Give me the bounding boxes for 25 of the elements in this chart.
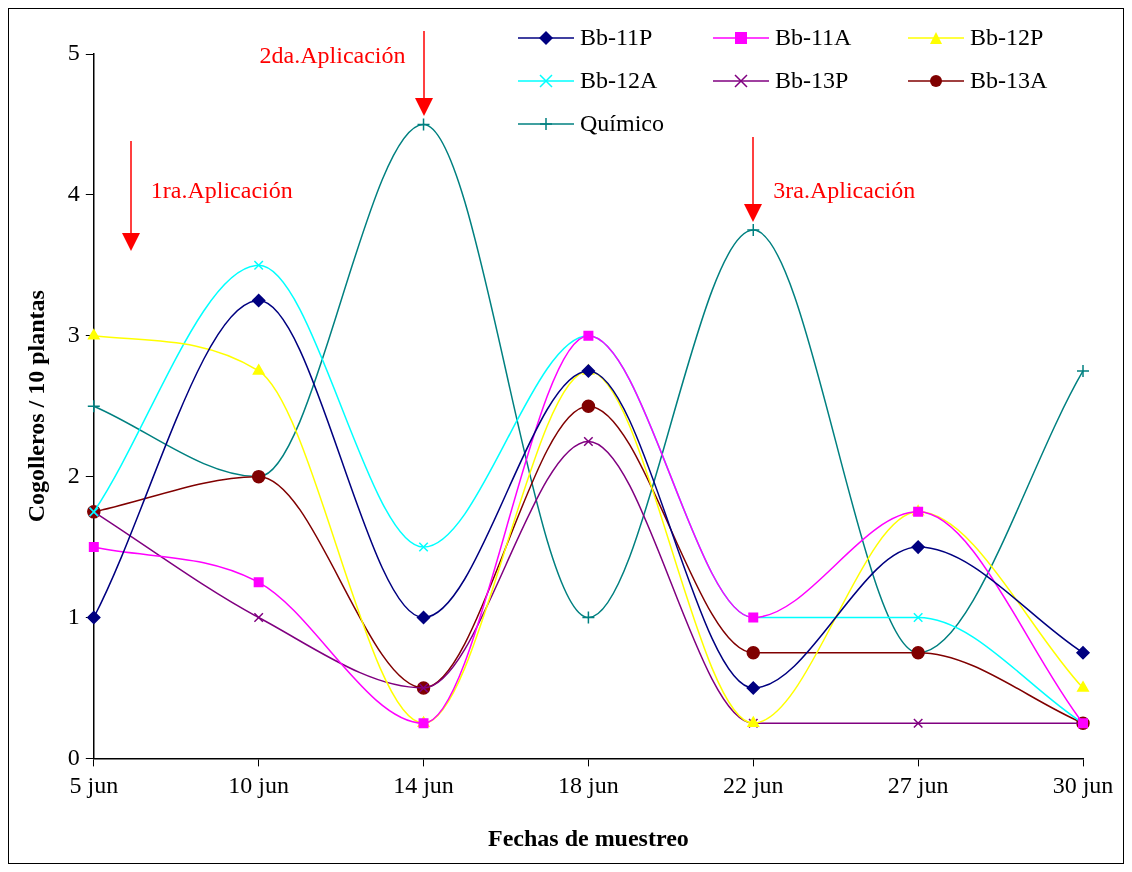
x-tick-label: 27 jun <box>887 772 949 799</box>
x-tick-label: 18 jun <box>558 772 619 799</box>
x-tick-label: 10 jun <box>228 772 289 799</box>
x-tick-label: 5 jun <box>69 772 119 799</box>
y-tick-label: 2 <box>67 461 80 488</box>
y-tick-label: 1 <box>67 602 80 629</box>
annotation: 1ra.Aplicación <box>150 176 293 203</box>
y-tick-label: 3 <box>67 321 80 348</box>
annotation: 3ra.Aplicación <box>773 177 916 204</box>
legend-label: Bb-12P <box>970 24 1044 51</box>
y-tick-label: 0 <box>67 743 80 770</box>
legend-label: Bb-13P <box>775 67 849 94</box>
y-axis-title: Cogolleros / 10 plantas <box>22 290 49 523</box>
y-tick-label: 4 <box>67 180 80 207</box>
legend-label: Bb-13A <box>970 67 1048 94</box>
annotation: 2da.Aplicación <box>259 41 406 68</box>
legend-label: Bb-11A <box>775 24 852 51</box>
x-tick-label: 22 jun <box>722 772 784 799</box>
y-tick-label: 5 <box>67 39 80 66</box>
legend-label: Bb-12A <box>580 67 658 94</box>
x-axis-title: Fechas de muestreo <box>487 824 689 851</box>
x-tick-label: 30 jun <box>1052 772 1114 799</box>
legend-label: Químico <box>580 110 664 137</box>
legend-label: Bb-11P <box>580 24 653 51</box>
x-tick-label: 14 jun <box>393 772 454 799</box>
